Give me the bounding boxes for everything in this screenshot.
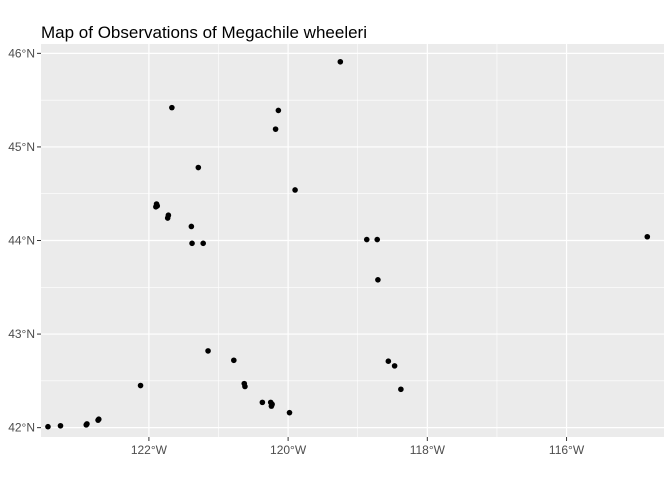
x-tick-label: 116°W: [549, 443, 585, 457]
y-tick-label: 46°N: [8, 46, 35, 60]
observation-point: [398, 386, 404, 393]
observation-point: [195, 164, 202, 171]
x-tick-label: 118°W: [410, 443, 446, 457]
observation-point: [45, 423, 51, 430]
observation-point: [385, 358, 392, 365]
observation-point: [275, 107, 282, 114]
y-tick-label: 44°N: [8, 234, 35, 248]
y-tick-label: 43°N: [8, 327, 35, 341]
x-axis: 122°W 120°W 118°W 116°W: [131, 437, 585, 457]
y-axis: 42°N 43°N 44°N 45°N 46°N: [8, 46, 41, 435]
observation-point: [337, 58, 344, 65]
observation-points: [45, 58, 651, 430]
observation-point: [231, 357, 237, 364]
observation-point: [242, 383, 248, 390]
observation-point: [95, 416, 102, 423]
x-tick-label: 120°W: [270, 443, 307, 457]
observation-point: [375, 277, 381, 283]
observation-point: [205, 348, 211, 354]
observation-point: [259, 399, 266, 406]
observation-point: [137, 382, 144, 389]
observation-point: [292, 187, 298, 193]
observation-point: [269, 401, 275, 408]
chart-title: Map of Observations of Megachile wheeler…: [41, 23, 367, 42]
observation-point: [189, 240, 195, 247]
observation-point: [272, 126, 279, 132]
observation-point: [164, 215, 171, 221]
observation-point: [84, 421, 90, 427]
observation-point: [644, 233, 651, 240]
observation-point: [153, 204, 159, 210]
observation-point: [169, 104, 175, 111]
y-tick-label: 42°N: [8, 421, 35, 435]
observation-point: [374, 236, 381, 243]
observation-point: [200, 240, 206, 247]
observation-point: [363, 236, 370, 243]
y-tick-label: 45°N: [8, 140, 35, 154]
observation-point: [188, 223, 195, 230]
observation-point: [391, 363, 398, 369]
observation-point: [286, 409, 293, 416]
major-gridlines: [41, 44, 664, 437]
x-tick-label: 122°W: [131, 443, 168, 457]
observation-point: [57, 422, 64, 429]
